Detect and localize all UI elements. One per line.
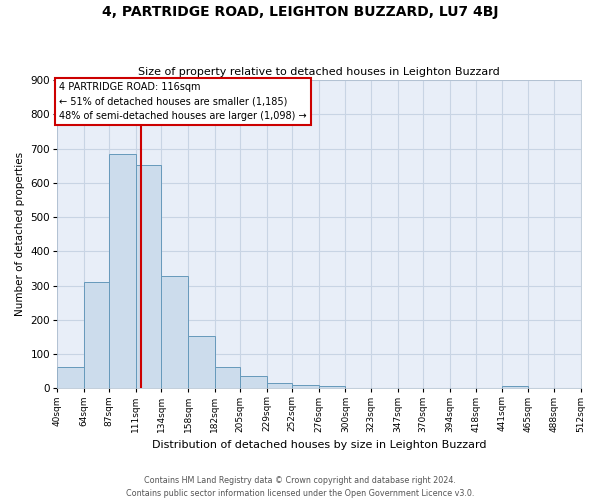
Bar <box>84 282 109 389</box>
Bar <box>161 276 188 388</box>
Bar <box>502 386 529 388</box>
Bar <box>319 386 346 388</box>
Bar <box>109 154 136 388</box>
Text: Contains HM Land Registry data © Crown copyright and database right 2024.
Contai: Contains HM Land Registry data © Crown c… <box>126 476 474 498</box>
Bar <box>292 385 319 388</box>
Title: Size of property relative to detached houses in Leighton Buzzard: Size of property relative to detached ho… <box>138 66 500 76</box>
Bar <box>188 336 215 388</box>
Bar <box>57 367 84 388</box>
Bar <box>215 367 240 388</box>
X-axis label: Distribution of detached houses by size in Leighton Buzzard: Distribution of detached houses by size … <box>152 440 486 450</box>
Bar <box>266 383 292 388</box>
Bar <box>240 376 266 388</box>
Y-axis label: Number of detached properties: Number of detached properties <box>15 152 25 316</box>
Bar <box>136 166 161 388</box>
Text: 4 PARTRIDGE ROAD: 116sqm
← 51% of detached houses are smaller (1,185)
48% of sem: 4 PARTRIDGE ROAD: 116sqm ← 51% of detach… <box>59 82 307 122</box>
Text: 4, PARTRIDGE ROAD, LEIGHTON BUZZARD, LU7 4BJ: 4, PARTRIDGE ROAD, LEIGHTON BUZZARD, LU7… <box>102 5 498 19</box>
